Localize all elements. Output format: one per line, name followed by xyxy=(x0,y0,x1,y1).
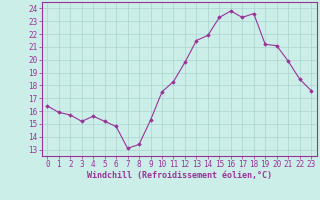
X-axis label: Windchill (Refroidissement éolien,°C): Windchill (Refroidissement éolien,°C) xyxy=(87,171,272,180)
